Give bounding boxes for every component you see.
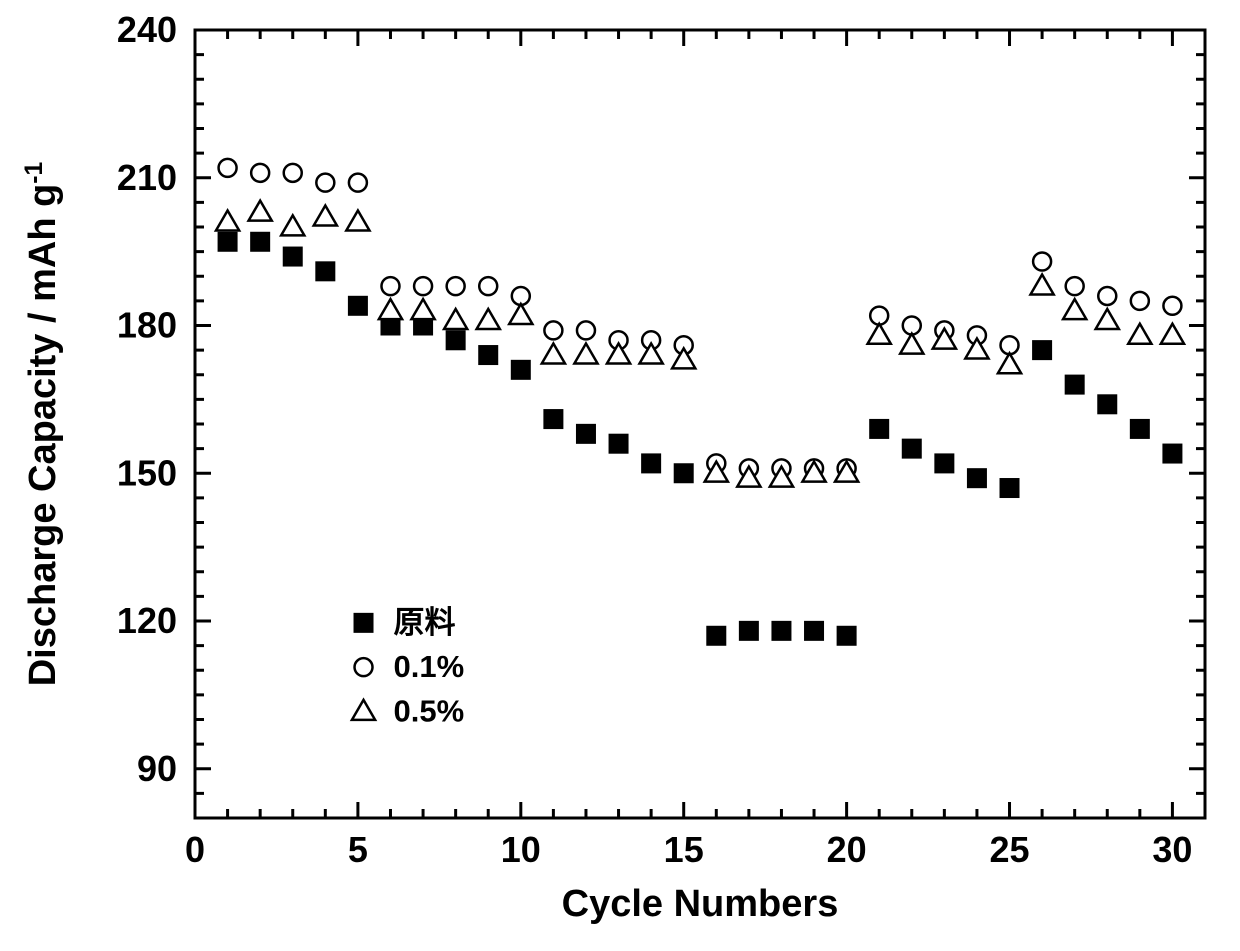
svg-text:0: 0 bbox=[185, 829, 205, 870]
svg-text:120: 120 bbox=[117, 600, 177, 641]
svg-text:Cycle Numbers: Cycle Numbers bbox=[562, 883, 839, 925]
svg-text:180: 180 bbox=[117, 305, 177, 346]
chart-svg: 0 5 10 15 20 25 30 90 120 150 180 210 240 Cycle Numbe… bbox=[0, 0, 1240, 951]
svg-text:150: 150 bbox=[117, 452, 177, 493]
svg-text:25: 25 bbox=[989, 829, 1029, 870]
svg-text:210: 210 bbox=[117, 157, 177, 198]
legend-label: 0.1% bbox=[394, 649, 465, 684]
svg-text:15: 15 bbox=[664, 829, 704, 870]
svg-text:Discharge Capacity / mAh g-1: Discharge Capacity / mAh g-1 bbox=[21, 161, 65, 686]
discharge-capacity-chart: 0 5 10 15 20 25 30 90 120 150 180 210 240 Cycle Numbe… bbox=[0, 0, 1240, 951]
svg-text:20: 20 bbox=[827, 829, 867, 870]
svg-text:5: 5 bbox=[348, 829, 368, 870]
svg-text:30: 30 bbox=[1152, 829, 1192, 870]
legend-label: 0.5% bbox=[394, 694, 465, 729]
svg-text:10: 10 bbox=[501, 829, 541, 870]
legend-label: 原料 bbox=[394, 605, 456, 640]
svg-text:240: 240 bbox=[117, 9, 177, 50]
svg-text:90: 90 bbox=[137, 748, 177, 789]
